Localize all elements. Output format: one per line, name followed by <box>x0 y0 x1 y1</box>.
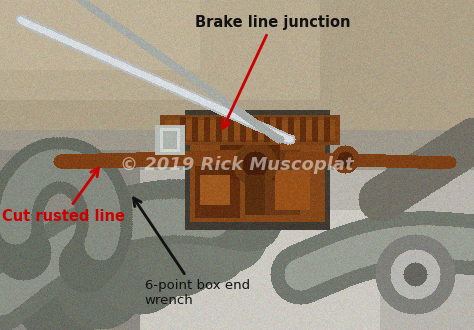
Text: © 2019 Rick Muscoplat: © 2019 Rick Muscoplat <box>120 156 354 174</box>
Text: Cut rusted line: Cut rusted line <box>2 168 125 224</box>
Text: Brake line junction: Brake line junction <box>195 15 350 128</box>
Text: 6-point box end
wrench: 6-point box end wrench <box>134 198 250 307</box>
